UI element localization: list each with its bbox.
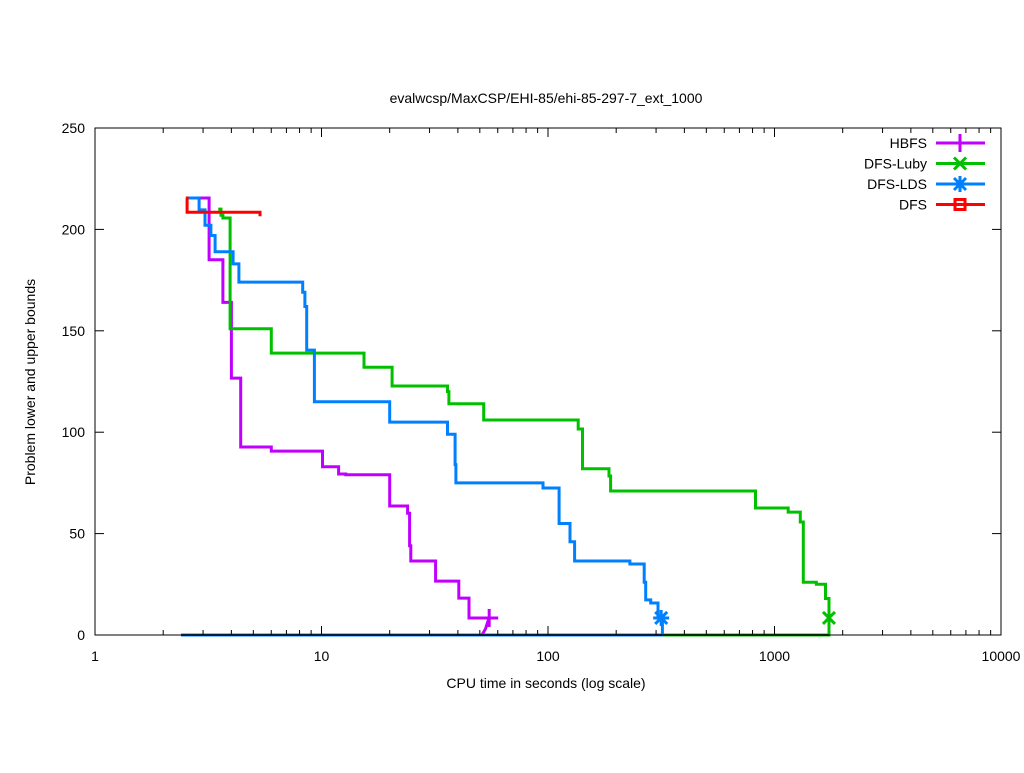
- legend-label-dfs-lds: DFS-LDS: [867, 176, 927, 192]
- y-tick-label: 100: [62, 424, 86, 440]
- dfs-upper-bound-line: [185, 196, 262, 217]
- y-tick-label: 50: [69, 526, 85, 542]
- plus-marker-icon: [480, 608, 499, 627]
- square-marker-icon: [953, 198, 967, 211]
- axes-layer: 0 50 100 150 200 250 1 10 100 1000 10000: [62, 120, 1021, 664]
- x-tick-label: 100: [536, 648, 560, 664]
- hbfs-upper-bound-line: [199, 196, 490, 620]
- star-marker-icon: [952, 176, 968, 192]
- x-tick-label: 10: [314, 648, 330, 664]
- x-axis-label: CPU time in seconds (log scale): [446, 675, 645, 691]
- cross-marker-icon: [952, 156, 968, 171]
- y-tick-label: 150: [62, 323, 86, 339]
- marker-stroke: [953, 198, 967, 211]
- legend-label-hbfs: HBFS: [890, 135, 927, 151]
- y-tick-label: 0: [77, 627, 85, 643]
- legend: HBFS DFS-Luby DFS-LDS DFS: [864, 134, 985, 213]
- series-layer: [181, 196, 837, 637]
- hbfs-lower-bound-line: [181, 617, 491, 637]
- marker-stroke: [821, 610, 837, 626]
- y-tick-label: 200: [62, 221, 86, 237]
- dfs-luby-upper-bound-line: [218, 207, 831, 618]
- plus-marker-icon: [951, 134, 969, 152]
- star-marker-icon: [653, 609, 670, 626]
- dfs-lds-upper-bound-line: [185, 196, 662, 620]
- dfs-luby-lower-bound-line: [662, 618, 831, 637]
- x-tick-label: 10000: [982, 648, 1021, 664]
- x-tick-label: 1: [91, 648, 99, 664]
- plot-frame: [94, 127, 1002, 636]
- legend-label-dfs-luby: DFS-Luby: [864, 156, 927, 172]
- y-axis-label: Problem lower and upper bounds: [22, 279, 38, 485]
- cross-marker-icon: [821, 610, 837, 626]
- legend-label-dfs: DFS: [899, 197, 927, 213]
- x-tick-label: 1000: [759, 648, 790, 664]
- y-tick-label: 250: [62, 120, 86, 136]
- chart-title: evalwcsp/MaxCSP/EHI-85/ehi-85-297-7_ext_…: [390, 90, 703, 106]
- marker-stroke: [952, 156, 968, 171]
